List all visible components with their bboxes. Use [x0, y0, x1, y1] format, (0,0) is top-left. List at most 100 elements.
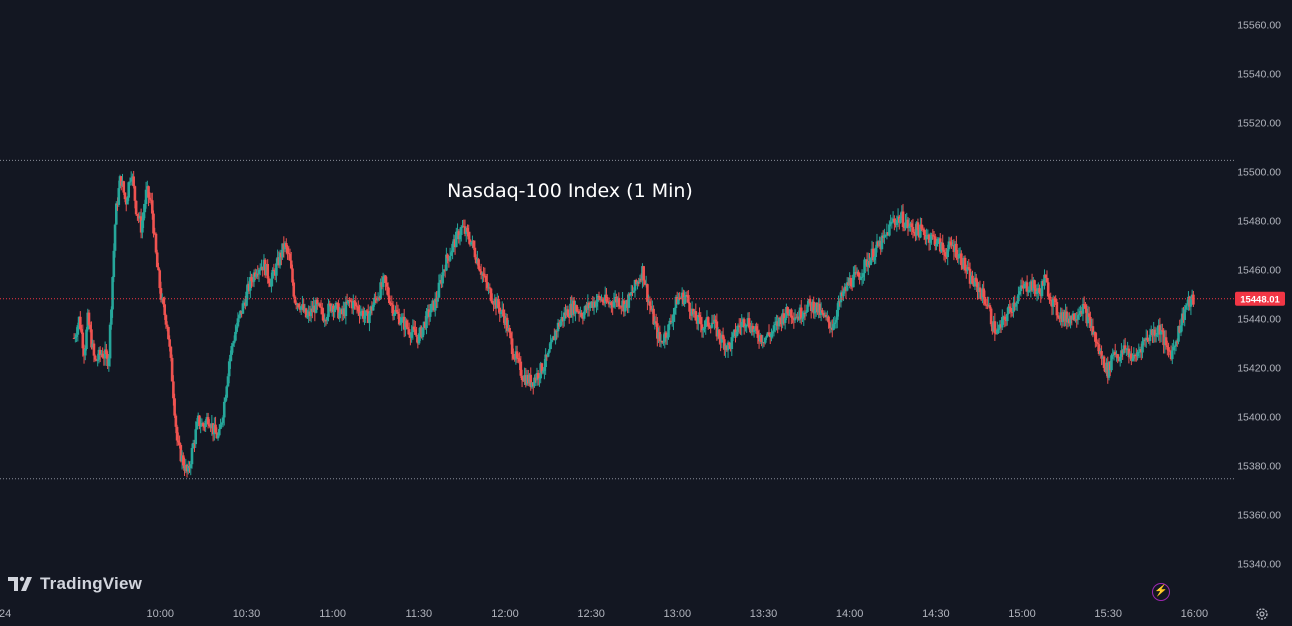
- candle-body: [548, 349, 551, 353]
- candle-body: [1177, 326, 1180, 342]
- candle-body: [293, 296, 297, 303]
- candle-body: [994, 333, 998, 335]
- candle-body: [730, 337, 734, 350]
- candle-body: [803, 312, 807, 314]
- candle-body: [1012, 302, 1015, 313]
- candle-body: [143, 204, 147, 213]
- candle-body: [154, 233, 158, 253]
- candle-body: [927, 234, 931, 243]
- candle-body: [194, 429, 198, 445]
- y-tick-label: 15480.00: [1237, 215, 1281, 227]
- candle-body: [149, 199, 153, 201]
- price-axis[interactable]: 15560.00 15540.00 15520.00 15500.00 15480.00…: [1237, 19, 1281, 570]
- candle-body: [353, 301, 356, 303]
- candle-body: [191, 443, 195, 449]
- candle-body: [275, 263, 278, 276]
- lightning-icon[interactable]: ⚡: [1152, 583, 1170, 601]
- candle-body: [1094, 332, 1097, 342]
- x-tick-label: 15:00: [1008, 608, 1036, 620]
- candle-body: [232, 340, 236, 344]
- candle-body: [126, 197, 129, 205]
- candle-body: [390, 303, 394, 305]
- candle-body: [220, 422, 224, 425]
- candle-body: [162, 298, 165, 305]
- candle-body: [921, 228, 925, 230]
- candle-body: [144, 189, 148, 205]
- candle-body: [76, 325, 80, 335]
- candle-body: [1019, 285, 1023, 292]
- candle-body: [425, 311, 428, 329]
- candle-body: [1054, 299, 1057, 303]
- candle-body: [1014, 303, 1018, 307]
- candle-body: [656, 323, 659, 339]
- candle-body: [852, 274, 855, 288]
- candle-body: [1007, 306, 1010, 314]
- candle-body: [87, 312, 91, 325]
- candle-body: [428, 312, 432, 317]
- candle-body: [230, 346, 234, 355]
- candle-body: [623, 304, 627, 312]
- candle-body: [973, 277, 977, 287]
- candle-body: [778, 317, 782, 319]
- candle-body: [455, 231, 458, 248]
- x-tick-label: 11:00: [319, 608, 346, 620]
- candle-body: [469, 242, 473, 245]
- candle-body: [229, 354, 232, 362]
- candle-body: [943, 252, 947, 257]
- candle-body: [919, 224, 922, 238]
- candle-body: [683, 297, 686, 304]
- candle-body: [728, 342, 731, 345]
- x-tick-label: 10:30: [233, 608, 261, 620]
- candle-body: [783, 318, 787, 323]
- candle-body: [148, 197, 152, 200]
- candle-body: [1120, 350, 1123, 357]
- candle-body: [997, 328, 1000, 330]
- tradingview-logo[interactable]: TradingView: [8, 574, 142, 594]
- candle-body: [1033, 280, 1036, 289]
- candle-body: [445, 254, 448, 271]
- candle-body: [765, 336, 768, 338]
- candle-body: [1018, 291, 1021, 295]
- candle-body: [1175, 341, 1179, 343]
- candle-body: [337, 303, 340, 319]
- candle-body: [186, 465, 190, 472]
- candle-body: [499, 311, 503, 314]
- candle-body: [812, 301, 815, 314]
- candle-body: [354, 302, 358, 307]
- candle-body: [1005, 313, 1009, 322]
- candle-body: [756, 330, 760, 338]
- candle-body: [687, 295, 690, 303]
- candle-body: [893, 218, 896, 223]
- candle-body: [664, 332, 668, 338]
- candle-body: [441, 272, 444, 284]
- tradingview-logo-icon: [8, 576, 32, 591]
- candle-body: [227, 361, 231, 377]
- candles-layer: [72, 170, 1195, 478]
- candle-body: [338, 312, 341, 319]
- time-axis[interactable]: 24 10:00 10:30 11:00 11:30 12:00 12:30 13:00 13:…: [0, 608, 1208, 620]
- candle-body: [714, 319, 717, 322]
- candle-body: [397, 313, 401, 325]
- candle-body: [508, 328, 511, 333]
- candle-body: [110, 309, 113, 325]
- candle-body: [170, 357, 174, 382]
- candle-body: [833, 322, 837, 325]
- candle-body: [368, 313, 371, 323]
- candle-body: [595, 301, 598, 307]
- candle-body: [195, 421, 199, 430]
- candle-body: [1136, 352, 1139, 357]
- candle-body: [948, 241, 952, 243]
- candle-body: [701, 328, 705, 331]
- candle-body: [694, 311, 698, 321]
- candle-body: [710, 322, 714, 328]
- candle-body: [936, 238, 940, 244]
- candle-body: [1172, 346, 1175, 351]
- candle-body: [129, 177, 133, 182]
- candle-body: [74, 337, 77, 339]
- candle-body: [696, 314, 700, 324]
- settings-gear-icon[interactable]: [1255, 607, 1269, 621]
- candle-body: [450, 252, 453, 256]
- candle-body: [178, 442, 181, 446]
- candle-body: [1158, 325, 1162, 335]
